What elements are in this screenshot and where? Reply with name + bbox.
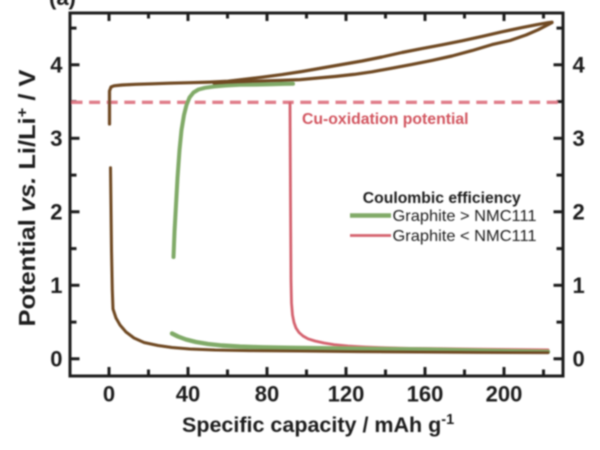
svg-text:120: 120 <box>328 382 365 407</box>
svg-text:3: 3 <box>50 126 62 151</box>
svg-text:Potential vs. Li/Li+ / V: Potential vs. Li/Li+ / V <box>14 69 40 327</box>
svg-text:0: 0 <box>103 382 115 407</box>
svg-text:(a): (a) <box>49 0 76 10</box>
svg-text:Cu-oxidation potential: Cu-oxidation potential <box>302 111 469 128</box>
svg-text:4: 4 <box>50 53 63 78</box>
svg-text:3: 3 <box>573 126 585 151</box>
svg-text:2: 2 <box>573 200 585 225</box>
svg-text:2: 2 <box>50 200 62 225</box>
svg-text:160: 160 <box>407 382 444 407</box>
svg-text:80: 80 <box>255 382 279 407</box>
svg-text:40: 40 <box>176 382 200 407</box>
svg-text:4: 4 <box>573 53 586 78</box>
svg-text:1: 1 <box>50 273 62 298</box>
svg-text:Coulombic efficiency: Coulombic efficiency <box>363 190 521 207</box>
svg-text:200: 200 <box>486 382 523 407</box>
svg-text:Specific capacity / mAh g-1: Specific capacity / mAh g-1 <box>182 412 454 437</box>
svg-text:0: 0 <box>573 347 585 372</box>
svg-text:1: 1 <box>573 273 585 298</box>
svg-text:Graphite < NMC111: Graphite < NMC111 <box>393 228 537 245</box>
svg-text:0: 0 <box>50 347 62 372</box>
svg-text:Graphite > NMC111: Graphite > NMC111 <box>393 208 537 225</box>
